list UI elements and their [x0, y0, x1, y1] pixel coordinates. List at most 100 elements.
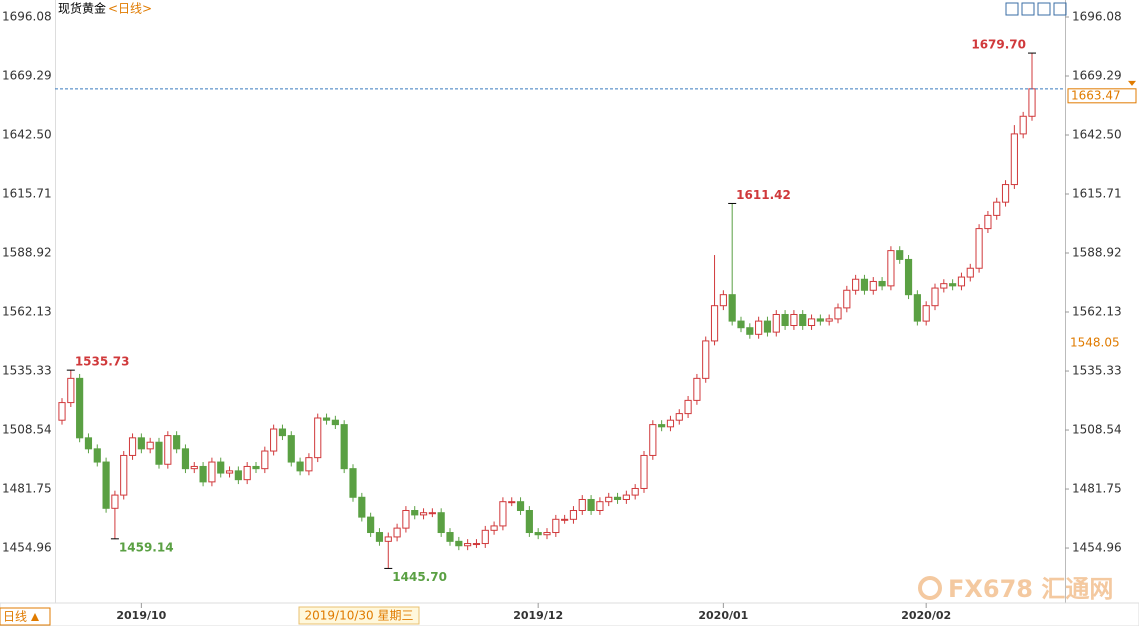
candle-body [181, 448, 190, 470]
candle-body [1019, 115, 1027, 135]
candle-body [543, 532, 551, 536]
last-price-label: 1663.47 [1071, 88, 1121, 102]
candle-body [67, 377, 75, 404]
candle-body [225, 470, 234, 474]
candle-body [984, 214, 992, 230]
y-tick-label-right: 1562.13 [1072, 305, 1122, 319]
icon-back[interactable] [1037, 2, 1051, 16]
candle-body [658, 424, 666, 428]
candle-body [816, 318, 824, 322]
candle-body [993, 201, 1001, 216]
candle-body [472, 543, 481, 546]
candle-body [402, 510, 410, 529]
candle-body [684, 399, 692, 415]
candle-body [975, 228, 983, 269]
candle-body [314, 417, 322, 459]
candle-body [331, 419, 339, 426]
candle-body [640, 454, 648, 489]
candle-body [781, 313, 789, 327]
candle-body [922, 305, 930, 322]
candle-body [393, 527, 401, 538]
icon-forward[interactable] [1053, 2, 1067, 16]
candle-body [155, 441, 163, 465]
candle-body [525, 510, 533, 534]
candle-body [349, 468, 357, 498]
candle-body [261, 450, 269, 470]
annotation: 1535.73 [75, 355, 130, 369]
candle-body [728, 294, 736, 322]
candle-body [569, 510, 578, 520]
candle-body [755, 320, 763, 335]
y-tick-label-right: 1669.29 [1072, 69, 1122, 83]
candle-body [437, 512, 445, 534]
time-axis-bar [0, 602, 1139, 626]
candle-body [411, 510, 419, 516]
candle-body [746, 327, 754, 335]
candle-body [896, 250, 904, 260]
y-tick-label-right: 1696.08 [1072, 10, 1122, 24]
candle-body [666, 419, 675, 428]
candle-body [508, 501, 516, 504]
y-tick-label-left: 1696.08 [2, 10, 52, 24]
candle-body [675, 413, 683, 421]
candle-body [587, 498, 595, 512]
candle-body [137, 437, 145, 450]
y-tick-label-left: 1562.13 [2, 305, 52, 319]
candle-body [1001, 184, 1010, 203]
candle-body [76, 377, 84, 439]
candle-body [217, 461, 225, 474]
candle-body [852, 278, 860, 291]
candle-body [719, 294, 727, 307]
candle-body [834, 307, 842, 320]
y-tick-label-right: 1642.50 [1072, 128, 1122, 142]
last-price-arrow [1128, 80, 1136, 86]
candle-body [904, 258, 913, 296]
candle-body [384, 536, 392, 542]
annotation: 1611.42 [736, 188, 791, 202]
candle-body [878, 280, 886, 287]
candle-body [428, 512, 436, 515]
candle-body [111, 494, 119, 509]
x-tick-label: 2019/10 [116, 609, 166, 622]
candle-body [622, 494, 630, 500]
annotation: 1679.70 [971, 38, 1026, 52]
candle-body [481, 529, 489, 545]
candle-body [869, 280, 877, 291]
period-label[interactable]: 日线 [3, 610, 27, 624]
candle-body [966, 267, 974, 278]
candle-body [860, 278, 869, 291]
candle-body [252, 465, 260, 470]
icon-move[interactable] [1005, 2, 1019, 16]
candle-body [499, 501, 507, 527]
candle-body [940, 283, 948, 289]
annotation: 1459.14 [119, 540, 174, 554]
icon-zoom[interactable] [1021, 2, 1035, 16]
candle-body [305, 457, 313, 472]
candle-body [278, 428, 287, 437]
last-price-box [1067, 88, 1137, 104]
period-arrow[interactable] [31, 613, 39, 621]
candle-body [1010, 133, 1018, 186]
y-tick-label-left: 1481.75 [2, 482, 52, 496]
candle-body [596, 501, 604, 512]
x-tick-label: 2020/01 [698, 609, 748, 622]
candle-body [322, 417, 331, 421]
candle-body [631, 487, 639, 496]
toolbar-icons[interactable] [1005, 2, 1067, 16]
candle-body [190, 465, 198, 470]
crosshair-price: 1548.05 [1070, 336, 1120, 350]
candle-body [534, 532, 542, 536]
candle-body [957, 276, 966, 287]
candle-body [296, 461, 304, 472]
candle-body [464, 543, 472, 547]
x-tick-label: 2020/02 [901, 609, 951, 622]
candle-body [419, 512, 428, 516]
candle-body [710, 305, 719, 342]
chart-subtitle: <日线> [108, 2, 152, 16]
candle-body [843, 289, 851, 309]
candle-body [763, 320, 772, 333]
y-tick-label-right: 1508.54 [1072, 423, 1122, 437]
y-tick-label-right: 1481.75 [1072, 482, 1122, 496]
candle-body [613, 496, 622, 500]
candle-body [287, 435, 295, 463]
